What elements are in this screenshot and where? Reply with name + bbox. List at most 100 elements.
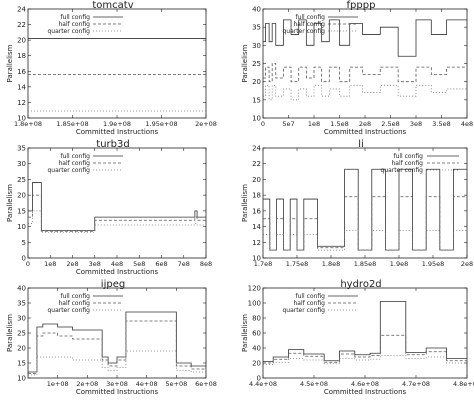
x-tick-label: 1.7e8 xyxy=(254,260,272,268)
x-tick-label: 1.95e8 xyxy=(422,260,445,268)
x-axis-label: Committed Instructions xyxy=(324,128,407,136)
y-tick-label: 20 xyxy=(252,78,261,86)
x-tick-label: 4.7e+08 xyxy=(402,380,430,388)
legend-label: half config xyxy=(293,300,325,307)
legend-label: full config xyxy=(60,14,90,21)
y-tick-label: 30 xyxy=(252,42,261,50)
legend-label: full config xyxy=(60,153,90,160)
legend-label: full config xyxy=(393,153,423,160)
x-tick-label: 1.9e8 xyxy=(390,260,408,268)
legend-label: half config xyxy=(391,160,423,167)
x-tick-label: 1e8 xyxy=(308,120,320,128)
series-half-config xyxy=(263,334,467,364)
legend-label: quarter config xyxy=(282,307,325,314)
y-tick-label: 18 xyxy=(252,192,261,200)
y-tick-label: 20 xyxy=(17,192,26,200)
chart-turb3d: turb3d 0 5 10 15 20 25 30 35 0 1e8 2e8 3e8 4e8 5e8 6e8 7… xyxy=(6,139,212,276)
chart-fpppp: fpppp 10 15 20 25 30 35 40 0 5e7 1e8 1.5e8 2e8 2.5e8 3… xyxy=(241,0,473,136)
chart-tomcatv: tomcatv 10 12 14 16 18 20 22 24 1.8e+08 1.85e+08 1.… xyxy=(6,0,217,136)
y-tick-label: 10 xyxy=(17,375,26,383)
x-tick-label: 2e8 xyxy=(66,260,78,268)
x-tick-label: 5e+08 xyxy=(165,380,187,388)
legend-label: half config xyxy=(58,21,90,28)
y-tick-label: 35 xyxy=(252,24,261,32)
y-tick-label: 40 xyxy=(252,6,261,14)
x-tick-label: 0 xyxy=(26,260,30,268)
y-tick-label: 30 xyxy=(17,160,26,168)
y-tick-label: 25 xyxy=(17,176,26,184)
x-tick-label: 6e+08 xyxy=(195,380,217,388)
x-tick-label: 2e+08 xyxy=(76,380,98,388)
plot-frame xyxy=(262,147,468,259)
y-tick-label: 20 xyxy=(252,176,261,184)
y-tick-label: 40 xyxy=(17,285,26,293)
y-tick-label: 20 xyxy=(17,345,26,353)
chart-title: ijpeg xyxy=(101,279,125,290)
x-tick-label: 4.4e+08 xyxy=(249,380,277,388)
x-tick-label: 2e+08 xyxy=(195,120,217,128)
plot-frame xyxy=(27,8,207,119)
x-tick-label: 1.9e+08 xyxy=(103,120,131,128)
y-tick-label: 22 xyxy=(17,21,26,29)
y-tick-label: 10 xyxy=(17,115,26,123)
y-tick-label: 0 xyxy=(257,375,261,383)
x-tick-label: 1.75e8 xyxy=(286,260,309,268)
y-tick-label: 16 xyxy=(252,207,261,215)
y-tick-label: 20 xyxy=(17,37,26,45)
series-full-config xyxy=(263,19,467,57)
legend-label: half config xyxy=(58,160,90,167)
x-tick-label: 0 xyxy=(261,120,265,128)
x-tick-label: 8e8 xyxy=(200,260,212,268)
y-tick-label: 18 xyxy=(17,52,26,60)
y-tick-label: 15 xyxy=(17,360,26,368)
x-tick-label: 1.8e8 xyxy=(322,260,340,268)
y-tick-label: 24 xyxy=(17,6,26,14)
y-tick-label: 30 xyxy=(17,315,26,323)
series-full-config xyxy=(263,168,467,251)
x-axis-label: Committed Instructions xyxy=(76,128,159,136)
legend-label: half config xyxy=(58,300,90,307)
x-tick-label: 1e8 xyxy=(44,260,56,268)
y-tick-label: 40 xyxy=(252,345,261,353)
y-axis-label: Parallelism xyxy=(6,184,14,222)
x-tick-label: 3.5e8 xyxy=(432,120,450,128)
chart-title: hydro2d xyxy=(340,279,381,290)
series-full-config xyxy=(28,182,206,232)
y-tick-label: 35 xyxy=(17,145,26,153)
y-tick-label: 24 xyxy=(252,145,261,153)
x-tick-label: 2e8 xyxy=(461,260,473,268)
y-tick-label: 10 xyxy=(252,115,261,123)
y-tick-label: 20 xyxy=(252,360,261,368)
x-tick-label: 1.8e+08 xyxy=(14,120,42,128)
chart-title: fpppp xyxy=(347,0,376,11)
plot-frame xyxy=(27,147,207,259)
y-tick-label: 80 xyxy=(252,315,261,323)
legend-label: full config xyxy=(60,293,90,300)
y-tick-label: 60 xyxy=(252,330,261,338)
y-tick-label: 16 xyxy=(17,68,26,76)
legend-label: quarter config xyxy=(47,307,90,314)
y-axis-label: Parallelism xyxy=(241,184,249,222)
series-half-config xyxy=(28,320,206,374)
y-tick-label: 14 xyxy=(252,223,261,231)
y-axis-label: Parallelism xyxy=(241,314,249,352)
x-tick-label: 4e8 xyxy=(461,120,473,128)
x-tick-label: 1.85e+08 xyxy=(56,120,88,128)
y-tick-label: 14 xyxy=(17,83,26,91)
y-tick-label: 15 xyxy=(252,96,261,104)
x-tick-label: 4e8 xyxy=(111,260,123,268)
chart-title: li xyxy=(358,139,364,150)
x-tick-label: 2e8 xyxy=(359,120,371,128)
legend-label: half config xyxy=(293,21,325,28)
x-tick-label: 7e8 xyxy=(178,260,190,268)
y-tick-label: 15 xyxy=(17,207,26,215)
y-tick-label: 35 xyxy=(17,300,26,308)
x-tick-label: 1e+08 xyxy=(47,380,69,388)
x-tick-label: 5e7 xyxy=(282,120,294,128)
y-tick-label: 10 xyxy=(17,223,26,231)
